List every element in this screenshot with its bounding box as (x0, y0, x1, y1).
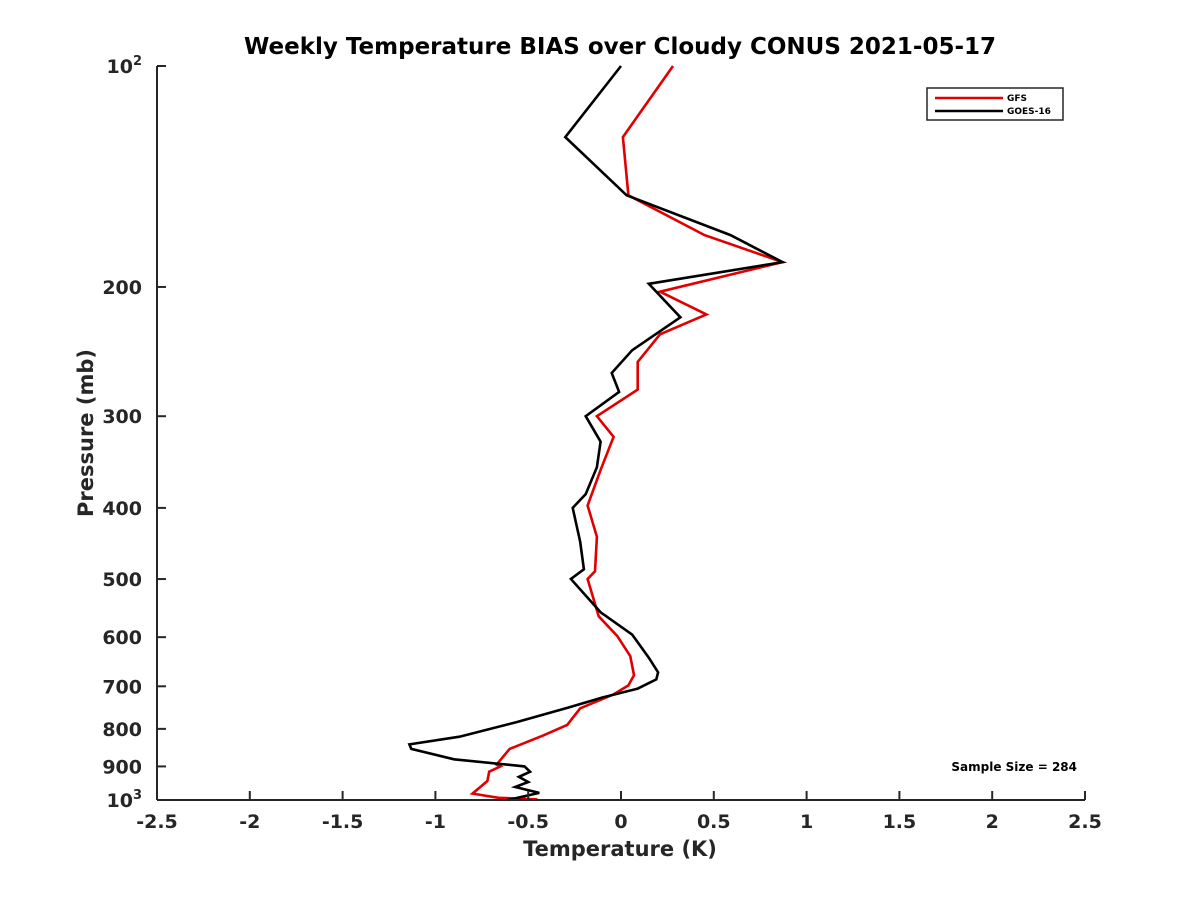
y-tick-label: 300 (102, 406, 142, 428)
x-tick-label: 1 (800, 811, 813, 833)
y-axis-label: Pressure (mb) (74, 349, 98, 517)
x-tick-label: -1.5 (322, 811, 364, 833)
series-line-goes-16 (407, 65, 787, 802)
y-tick-exponent: 2 (133, 54, 142, 69)
x-axis-label: Temperature (K) (523, 837, 717, 861)
y-tick-label: 600 (102, 627, 142, 649)
y-tick-label: 102 (107, 54, 143, 78)
x-tick-label: -2.5 (136, 811, 178, 833)
y-tick-label: 103 (107, 788, 143, 812)
y-tick-label: 200 (102, 277, 142, 299)
series-line-gfs (469, 65, 788, 801)
x-tick-label: -2 (239, 811, 260, 833)
x-tick-label: -0.5 (507, 811, 549, 833)
y-tick-base: 10 (107, 56, 133, 78)
y-tick-label: 700 (102, 676, 142, 698)
x-tick-label: 0 (614, 811, 627, 833)
legend: GFS GOES-16 (926, 87, 1064, 121)
legend-box (926, 87, 1064, 121)
y-tick-base: 10 (107, 790, 133, 812)
x-tick-label: 2 (986, 811, 999, 833)
legend-label: GOES-16 (1007, 107, 1051, 117)
y-tick-label: 900 (102, 756, 142, 778)
x-ticks: -2.5 -2 -1.5 -1 -0.5 0 0.5 1 1.5 2 2.5 (136, 791, 1102, 833)
chart-title: Weekly Temperature BIAS over Cloudy CONU… (244, 34, 996, 60)
x-tick-label: -1 (425, 811, 446, 833)
sample-size-annotation: Sample Size = 284 (951, 760, 1077, 774)
y-tick-label: 800 (102, 719, 142, 741)
x-tick-label: 1.5 (883, 811, 917, 833)
y-tick-label: 400 (102, 498, 142, 520)
y-tick-exponent: 3 (133, 788, 142, 803)
x-tick-label: 2.5 (1068, 811, 1102, 833)
plot-lines (407, 65, 788, 802)
y-tick-label: 500 (102, 569, 142, 591)
legend-label: GFS (1007, 94, 1027, 104)
x-tick-label: 0.5 (697, 811, 731, 833)
